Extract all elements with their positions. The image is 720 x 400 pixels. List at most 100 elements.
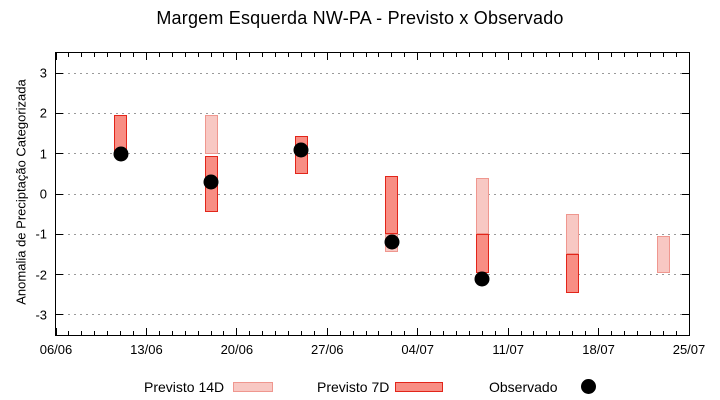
x-axis-minor-tick [171,331,173,335]
x-axis-minor-tick-mirror [339,53,341,57]
x-axis-minor-tick [481,331,483,335]
observado-point [384,234,400,250]
x-axis-minor-tick-mirror [404,53,406,57]
y-tick-label: -2 [35,267,47,283]
x-axis-minor-tick [675,331,677,335]
x-axis-minor-tick-mirror [675,53,677,57]
x-axis-minor-tick-mirror [158,53,160,57]
x-axis-tick-mirror [236,53,238,60]
x-axis-minor-tick-mirror [184,53,186,57]
x-axis-minor-tick-mirror [68,53,70,57]
x-axis-minor-tick [313,331,315,335]
legend-label: Previsto 7D [317,378,390,395]
gridline [56,153,689,155]
x-axis-tick-mirror [55,53,57,60]
x-axis-minor-tick-mirror [494,53,496,57]
x-axis-tick-mirror [326,53,328,60]
x-axis-minor-tick [430,331,432,335]
observado-point [203,174,219,190]
x-axis-minor-tick-mirror [81,53,83,57]
x-axis-minor-tick-mirror [649,53,651,57]
x-axis-minor-tick [94,331,96,335]
legend-label: Previsto 14D [144,378,225,395]
x-axis-minor-tick-mirror [430,53,432,57]
observado-point [474,271,490,287]
x-axis-minor-tick-mirror [585,53,587,57]
x-axis-minor-tick [546,331,548,335]
legend-swatch-previsto-14d [233,381,274,392]
x-axis-minor-tick-mirror [533,53,535,57]
previsto-14d-bar [475,177,489,235]
y-axis-tick [56,72,63,74]
x-axis-minor-tick-mirror [313,53,315,57]
x-axis-minor-tick [339,331,341,335]
x-tick-label: 06/06 [39,342,73,357]
x-axis-minor-tick [275,331,277,335]
plot-area [55,52,690,336]
gridline [56,274,689,276]
x-axis-tick [417,328,419,335]
x-axis-minor-tick-mirror [249,53,251,57]
x-axis-minor-tick-mirror [546,53,548,57]
x-axis-tick-mirror [507,53,509,60]
legend-item-observado: Observado [489,378,597,395]
x-axis-tick [688,328,690,335]
gridline [56,233,689,235]
x-axis-minor-tick-mirror [559,53,561,57]
x-axis-minor-tick [120,331,122,335]
x-axis-minor-tick [572,331,574,335]
observado-point [113,146,129,162]
legend-observado-dot [581,379,597,394]
previsto-14d-bar [204,115,218,154]
x-tick-label: 18/07 [582,342,615,357]
x-axis-minor-tick [262,331,264,335]
y-axis-tick-mirror [682,274,689,276]
legend-label: Observado [489,378,558,395]
y-axis-tick-mirror [682,233,689,235]
x-axis-minor-tick [210,331,212,335]
x-axis-minor-tick [649,331,651,335]
previsto-7d-bar [566,254,580,293]
x-tick-label: 25/07 [672,342,706,357]
x-axis-minor-tick-mirror [197,53,199,57]
x-axis-minor-tick [81,331,83,335]
gridline [56,314,689,316]
y-axis-tick [56,233,63,235]
x-axis-minor-tick [520,331,522,335]
y-tick-label: -1 [35,226,47,242]
gridline [56,112,689,114]
x-axis-minor-tick-mirror [275,53,277,57]
x-axis-minor-tick-mirror [636,53,638,57]
x-axis-minor-tick-mirror [391,53,393,57]
x-axis-minor-tick [391,331,393,335]
y-axis-tick-mirror [682,72,689,74]
x-axis-tick-mirror [598,53,600,60]
y-tick-label: 3 [39,65,47,81]
x-axis-minor-tick-mirror [520,53,522,57]
observado-point [293,142,309,158]
x-axis-minor-tick-mirror [352,53,354,57]
x-axis-minor-tick-mirror [610,53,612,57]
x-axis-minor-tick-mirror [455,53,457,57]
y-axis-tick-mirror [682,153,689,155]
x-axis-minor-tick [443,331,445,335]
x-axis-minor-tick [494,331,496,335]
x-axis-minor-tick [184,331,186,335]
x-axis-minor-tick-mirror [365,53,367,57]
y-tick-label: 0 [39,186,47,202]
legend-swatch-previsto-7d [395,381,444,392]
x-axis-minor-tick-mirror [171,53,173,57]
x-axis-minor-tick [197,331,199,335]
x-axis-minor-tick-mirror [378,53,380,57]
x-axis-minor-tick [623,331,625,335]
x-axis-tick [598,328,600,335]
legend-item-previsto-14d: Previsto 14D [144,378,274,395]
previsto-7d-bar [475,234,489,273]
x-axis-minor-tick-mirror [262,53,264,57]
x-axis-minor-tick-mirror [468,53,470,57]
chart-title: Margem Esquerda NW-PA - Previsto x Obser… [156,8,564,28]
y-tick-label: 1 [39,146,47,162]
x-axis-minor-tick [158,331,160,335]
x-axis-minor-tick-mirror [623,53,625,57]
x-axis-minor-tick [352,331,354,335]
